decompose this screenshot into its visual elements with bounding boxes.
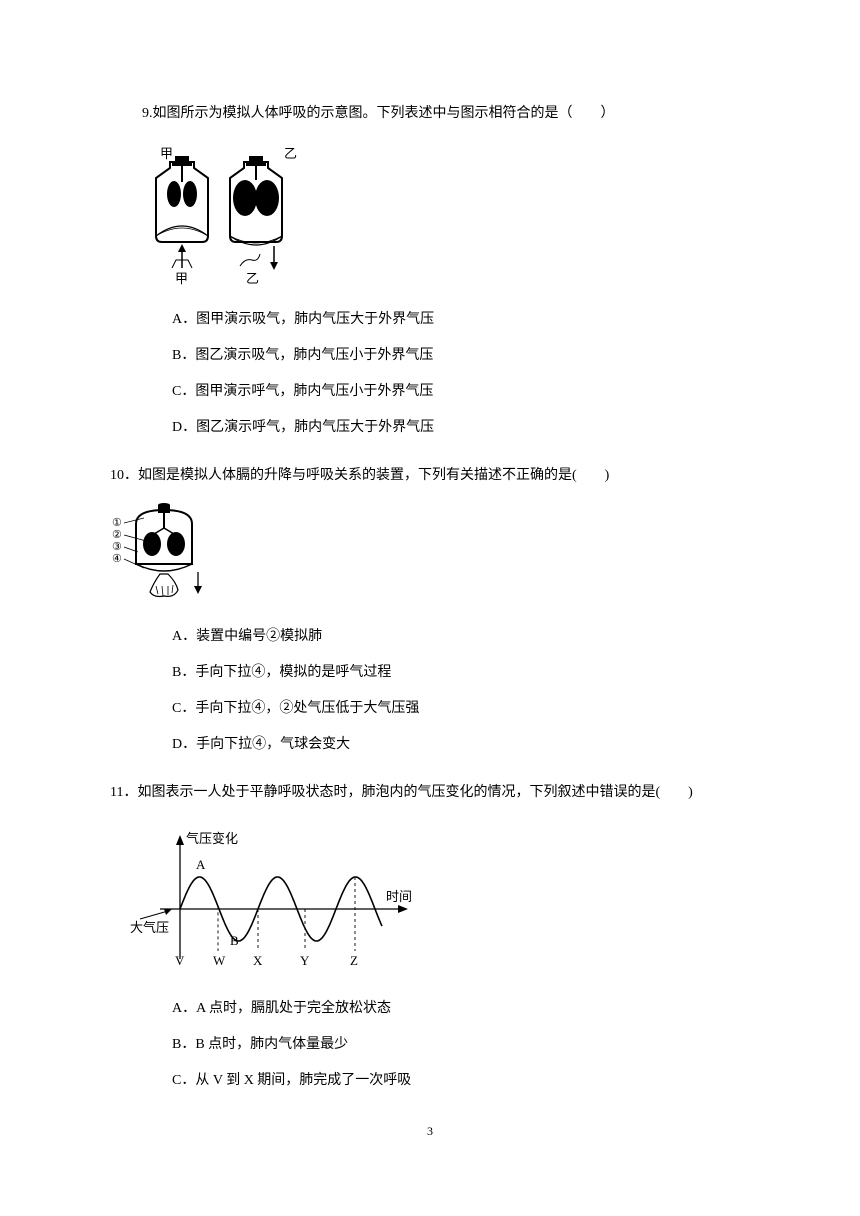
q10-label-4: ④ [112, 553, 122, 565]
q10-label-2: ② [112, 529, 122, 541]
q9-bottle-right: 乙 乙 [230, 146, 297, 286]
page-number: 3 [110, 1119, 750, 1143]
q9-label-top-left: 甲 [160, 146, 173, 161]
q9-svg: 甲 甲 乙 [142, 140, 312, 290]
q11-stem: 11．如图表示一人处于平静呼吸状态时，肺泡内的气压变化的情况，下列叙述中错误的是… [110, 779, 750, 807]
question-11: 11．如图表示一人处于平静呼吸状态时，肺泡内的气压变化的情况，下列叙述中错误的是… [110, 779, 750, 1095]
q11-baseline-label: 大气压 [130, 920, 169, 935]
question-9: 9.如图所示为模拟人体呼吸的示意图。下列表述中与图示相符合的是（ ） 甲 [110, 100, 750, 442]
q11-option-a: A．A 点时，膈肌处于完全放松状态 [110, 995, 750, 1023]
q11-svg: 气压变化 时间 大气压 V W X Y Z A B [130, 819, 430, 979]
q11-ylabel: 气压变化 [186, 831, 238, 846]
q11-peak-label: A [196, 857, 206, 872]
q10-option-b: B．手向下拉④，模拟的是呼气过程 [110, 659, 750, 687]
q10-option-a: A．装置中编号②模拟肺 [110, 623, 750, 651]
question-10: 10．如图是模拟人体膈的升降与呼吸关系的装置，下列有关描述不正确的是( ) ① … [110, 462, 750, 759]
svg-text:V: V [175, 953, 185, 968]
q11-options: A．A 点时，膈肌处于完全放松状态 B．B 点时，肺内气体量最少 C．从 V 到… [110, 995, 750, 1095]
q9-stem: 9.如图所示为模拟人体呼吸的示意图。下列表述中与图示相符合的是（ ） [110, 100, 750, 128]
q11-option-b: B．B 点时，肺内气体量最少 [110, 1031, 750, 1059]
q10-stem: 10．如图是模拟人体膈的升降与呼吸关系的装置，下列有关描述不正确的是( ) [110, 462, 750, 490]
svg-text:X: X [253, 953, 263, 968]
q11-xlabel: 时间 [386, 889, 412, 904]
q10-svg: ① ② ③ ④ [110, 502, 220, 607]
q10-label-3: ③ [112, 541, 122, 553]
q9-figure: 甲 甲 乙 [142, 140, 750, 290]
q9-option-a: A．图甲演示吸气，肺内气压大于外界气压 [110, 306, 750, 334]
q9-bottle-left: 甲 甲 [156, 146, 208, 286]
q10-options: A．装置中编号②模拟肺 B．手向下拉④，模拟的是呼气过程 C．手向下拉④，②处气… [110, 623, 750, 759]
q10-option-d: D．手向下拉④，气球会变大 [110, 731, 750, 759]
q9-label-bottom-left: 甲 [175, 271, 188, 286]
q10-figure: ① ② ③ ④ [110, 502, 750, 607]
q10-label-1: ① [112, 517, 122, 529]
q9-label-top-right: 乙 [284, 146, 297, 161]
svg-text:Z: Z [350, 953, 358, 968]
q11-option-c: C．从 V 到 X 期间，肺完成了一次呼吸 [110, 1067, 750, 1095]
q11-trough-label: B [230, 933, 239, 948]
q10-option-c: C．手向下拉④，②处气压低于大气压强 [110, 695, 750, 723]
svg-text:W: W [213, 953, 226, 968]
svg-text:Y: Y [300, 953, 310, 968]
q9-option-b: B．图乙演示吸气，肺内气压小于外界气压 [110, 342, 750, 370]
q9-option-d: D．图乙演示呼气，肺内气压大于外界气压 [110, 414, 750, 442]
q9-option-c: C．图甲演示呼气，肺内气压小于外界气压 [110, 378, 750, 406]
q9-label-bottom-right: 乙 [246, 271, 259, 286]
q11-figure: 气压变化 时间 大气压 V W X Y Z A B [130, 819, 750, 979]
q9-options: A．图甲演示吸气，肺内气压大于外界气压 B．图乙演示吸气，肺内气压小于外界气压 … [110, 306, 750, 442]
